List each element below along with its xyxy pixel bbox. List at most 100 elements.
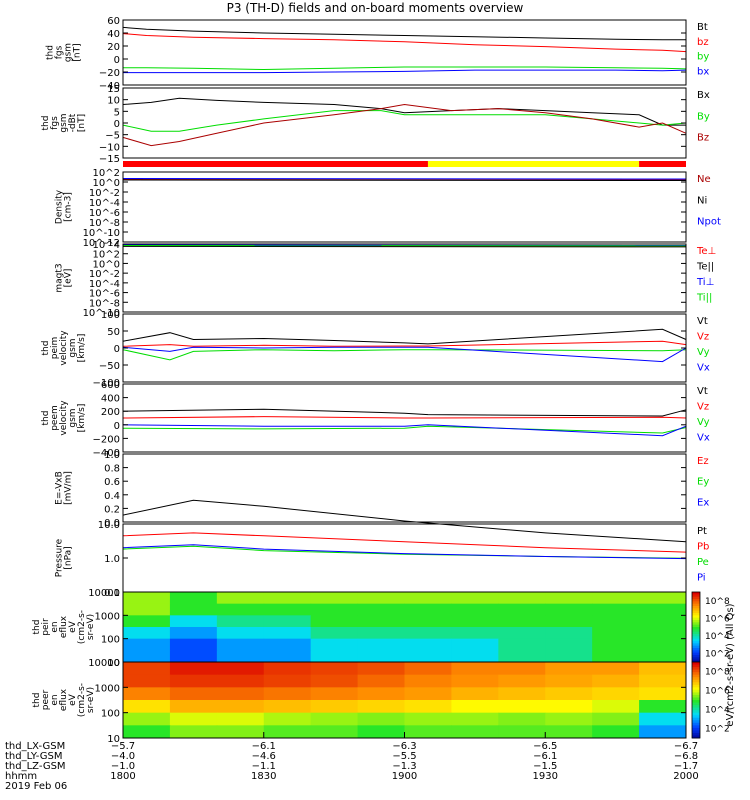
- y-tick-label: 10.0: [98, 520, 120, 531]
- heatmap-cell: [123, 687, 171, 701]
- heatmap-cell: [404, 627, 452, 640]
- colorbar-segment: [692, 684, 700, 688]
- x-tick-label: −6.3: [392, 741, 416, 752]
- heatmap-cell: [357, 712, 405, 726]
- y-axis-label: thd: [41, 341, 51, 356]
- y-tick-label: 0.1: [104, 588, 120, 599]
- heatmap-cell: [310, 592, 359, 605]
- panel-9: 10^8 10^6 10^4 10^2 10000 1000 100 10 thd peir en e…: [32, 588, 730, 669]
- heatmap-cell: [592, 687, 640, 701]
- y-axis-label: velocity: [59, 400, 69, 436]
- colorbar-tick-label: 10^4: [705, 632, 730, 642]
- heatmap-cell: [357, 725, 405, 739]
- series-line-bx: [123, 69, 687, 74]
- colorbar-segment: [692, 712, 700, 716]
- colorbar-segment: [692, 617, 700, 621]
- y-axis-label: [nT]: [77, 114, 87, 132]
- legend-Pi: Pi: [697, 573, 706, 584]
- heatmap-cell: [451, 615, 499, 628]
- series-line-bz: [122, 33, 687, 53]
- colorbar-segment: [692, 638, 700, 642]
- heatmap-cell: [639, 725, 687, 739]
- y-axis-label: thd: [41, 411, 51, 426]
- colorbar-segment: [692, 669, 700, 673]
- y-tick-label: 40: [107, 29, 120, 40]
- heatmap-cell: [310, 627, 359, 640]
- legend-Vx: Vx: [697, 363, 710, 374]
- heatmap-cell: [498, 712, 546, 726]
- heatmap-cell: [451, 674, 499, 688]
- state-segment: [123, 161, 428, 167]
- y-tick-label: 0: [114, 119, 120, 130]
- heatmap-cell: [498, 725, 546, 739]
- x-tick-label: −6.8: [674, 751, 698, 762]
- colorbar-frame: [691, 661, 701, 739]
- heatmap-cell: [498, 592, 546, 605]
- colorbar-segment: [692, 694, 700, 698]
- x-tick-label: −1.0: [111, 761, 135, 772]
- heatmap-cell: [263, 592, 312, 605]
- heatmap-cell: [310, 603, 359, 616]
- y-tick-label: 10000: [88, 658, 120, 669]
- y-axis-label: E=-VxB: [55, 471, 65, 505]
- legend-Vy: Vy: [697, 417, 710, 428]
- heatmap-cell: [310, 662, 359, 676]
- y-tick-label: 1.0: [104, 450, 120, 461]
- panel-7: 1.0 0.8 0.6 0.4 0.2 0.0 E=-VxB [mV/m] Ez Ey Ex: [55, 450, 710, 529]
- colorbar-tick-label: 10^6: [705, 687, 730, 697]
- heatmap-cell: [592, 638, 640, 651]
- y-axis-label: peim: [50, 337, 60, 360]
- x-tick-label: −4.0: [111, 751, 135, 762]
- colorbar-segment: [692, 730, 700, 734]
- heatmap-cell: [169, 662, 218, 676]
- series-line-Vx: [122, 424, 687, 437]
- y-axis-label: thd: [41, 116, 51, 131]
- x-tick-label: −1.5: [533, 761, 557, 772]
- x-tick-label: 1830: [251, 771, 276, 782]
- x-tick-label: −6.1: [252, 741, 276, 752]
- y-tick-label: 1.0: [104, 554, 120, 565]
- y-tick-label: 10^2: [93, 168, 120, 179]
- y-axis-label: sr-eV): [86, 614, 96, 640]
- heatmap-cell: [498, 627, 546, 640]
- y-tick-label: 10^-2: [89, 188, 120, 199]
- y-tick-label: 10000: [88, 588, 120, 599]
- heatmap-cell: [263, 615, 312, 628]
- heatmap-cell: [357, 700, 405, 714]
- colorbar-segment: [692, 689, 700, 693]
- heatmap-cell: [216, 603, 265, 616]
- y-tick-label: 10: [107, 658, 120, 669]
- legend-by: by: [697, 52, 709, 63]
- legend-Pb: Pb: [697, 542, 709, 553]
- legend-Pe: Pe: [697, 557, 709, 568]
- heatmap-cell: [263, 712, 312, 726]
- heatmap-cell: [216, 650, 265, 663]
- panel-frame: [122, 523, 687, 593]
- heatmap-cell: [310, 615, 359, 628]
- heatmap-cell: [404, 615, 452, 628]
- heatmap-cell: [592, 603, 640, 616]
- y-axis-label: eflux: [59, 615, 69, 638]
- y-tick-label: −40: [99, 81, 120, 92]
- heatmap-cell: [592, 592, 640, 605]
- legend-bx: bx: [697, 66, 709, 77]
- x-tick-label: −1.7: [674, 761, 698, 772]
- heatmap-cell: [451, 627, 499, 640]
- heatmap-cell: [451, 592, 499, 605]
- y-tick-label: 10^4: [93, 240, 120, 251]
- colorbar-segment: [692, 727, 700, 731]
- series-line-by: [123, 66, 687, 71]
- panel-frame: [122, 313, 687, 383]
- heatmap-cell: [639, 615, 687, 628]
- colorbar-segment: [692, 667, 700, 671]
- series-line-Ni: [122, 179, 687, 181]
- heatmap-cell: [263, 603, 312, 616]
- colorbar-segment: [692, 610, 700, 614]
- colorbar-segment: [692, 645, 700, 649]
- panel-frame: [122, 453, 687, 523]
- y-tick-label: 100: [101, 709, 120, 720]
- series-line-Vt: [122, 408, 687, 417]
- series-line-Pb: [122, 532, 687, 553]
- heatmap-cell: [639, 650, 687, 663]
- y-tick-label: 20: [107, 42, 120, 53]
